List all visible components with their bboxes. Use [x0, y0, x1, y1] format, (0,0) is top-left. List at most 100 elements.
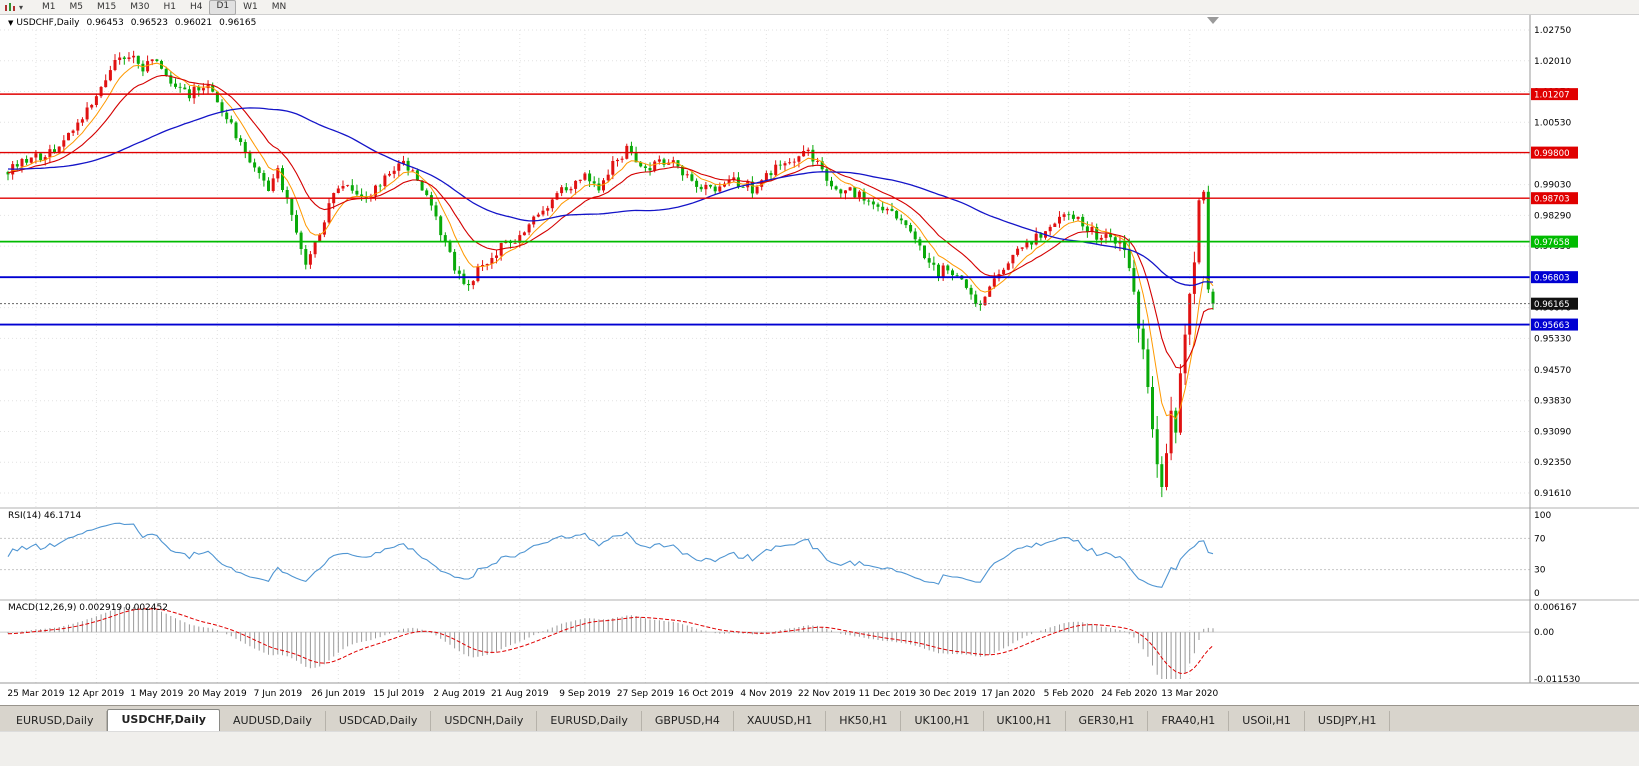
price-tag-label: 0.96165 — [1534, 300, 1570, 310]
candle-body — [853, 187, 857, 198]
candle-body — [411, 170, 415, 172]
date-axis-label: 24 Feb 2020 — [1101, 689, 1157, 699]
candle-body — [732, 177, 736, 180]
candle-body — [481, 265, 485, 267]
candle-body — [690, 174, 694, 181]
chart-tab-hk50-h1[interactable]: HK50,H1 — [826, 711, 902, 731]
timeframe-button-m15[interactable]: M15 — [97, 1, 117, 12]
candle-body — [797, 156, 801, 162]
candle-body — [736, 177, 740, 187]
price-tag — [1531, 146, 1578, 159]
candle-body — [629, 145, 633, 153]
price-tag-label: 0.96803 — [1534, 274, 1570, 284]
candle-body — [127, 57, 131, 59]
candle-body — [574, 180, 578, 189]
price-axis-label: 0.95330 — [1534, 334, 1571, 344]
date-axis-label: 16 Oct 2019 — [678, 689, 734, 699]
chart-tab-usdcnh-daily[interactable]: USDCNH,Daily — [431, 711, 538, 731]
candle-body — [234, 122, 238, 139]
chart-type-dropdown-icon[interactable]: ▾ — [19, 2, 24, 12]
candle-body — [518, 235, 522, 243]
timeframe-button-m5[interactable]: M5 — [69, 1, 84, 12]
rsi-axis-label: 70 — [1534, 534, 1546, 544]
chart-tab-ger30-h1[interactable]: GER30,H1 — [1066, 711, 1149, 731]
date-axis-label: 1 May 2019 — [130, 689, 183, 699]
macd-histogram — [7, 607, 1214, 679]
candle-body — [718, 186, 722, 192]
timeframe-button-d1[interactable]: D1 — [209, 0, 237, 15]
candle-body — [695, 180, 699, 187]
candle-body — [94, 96, 98, 105]
candle-body — [192, 86, 196, 99]
candle-body — [122, 57, 126, 59]
candle-body — [248, 152, 252, 163]
chart-tab-audusd-daily[interactable]: AUDUSD,Daily — [220, 711, 326, 731]
price-tag — [1531, 192, 1578, 205]
chart-tab-eurusd-daily[interactable]: EURUSD,Daily — [537, 711, 642, 731]
chart-tab-usoil-h1[interactable]: USOil,H1 — [1229, 711, 1305, 731]
candle-body — [806, 149, 810, 151]
timeframe-button-mn[interactable]: MN — [271, 1, 287, 12]
timeframe-button-h4[interactable]: H4 — [189, 1, 203, 12]
candle-body — [360, 194, 364, 197]
candle-body — [262, 173, 266, 181]
candle-body — [1048, 226, 1052, 232]
candle-body — [439, 216, 443, 236]
chart-tab-usdcad-daily[interactable]: USDCAD,Daily — [326, 711, 432, 731]
timeframe-button-w1[interactable]: W1 — [243, 1, 258, 12]
chart-tab-fra40-h1[interactable]: FRA40,H1 — [1148, 711, 1230, 731]
candle-body — [267, 180, 270, 191]
chart-tab-xauusd-h1[interactable]: XAUUSD,H1 — [734, 711, 827, 731]
chart-type-icon[interactable] — [4, 2, 17, 13]
ma-mid-line — [7, 75, 1214, 369]
candle-body — [383, 175, 387, 186]
candle-body — [434, 205, 438, 217]
rsi-axis-label: 100 — [1534, 511, 1551, 521]
chart-tab-eurusd-daily[interactable]: EURUSD,Daily — [3, 711, 108, 731]
candle-body — [313, 242, 317, 255]
candle-body — [760, 180, 764, 187]
candle-body — [536, 214, 540, 217]
rsi-axis-label: 30 — [1534, 566, 1546, 576]
candle-body — [1188, 293, 1192, 335]
candle-body — [62, 140, 66, 147]
date-axis-label: 11 Dec 2019 — [859, 689, 917, 699]
timeframe-button-m1[interactable]: M1 — [42, 1, 56, 12]
candle-body — [1202, 191, 1206, 201]
candle-body — [885, 208, 889, 211]
candle-body — [1053, 223, 1057, 227]
candle-body — [378, 185, 382, 187]
candle-body — [276, 168, 280, 179]
price-axis-label: 0.94570 — [1534, 366, 1571, 376]
date-axis-label: 4 Nov 2019 — [740, 689, 792, 699]
candle-body — [830, 180, 833, 187]
candle-body — [704, 184, 708, 190]
candle-body — [583, 173, 587, 180]
candle-body — [755, 186, 759, 194]
candle-body — [420, 180, 424, 191]
chart-tab-uk100-h1[interactable]: UK100,H1 — [984, 711, 1066, 731]
candle-body — [485, 264, 489, 265]
candle-body — [327, 203, 331, 223]
candle-body — [555, 193, 559, 200]
candle-body — [895, 210, 899, 219]
candle-body — [657, 159, 661, 162]
candle-body — [71, 130, 75, 133]
candle-body — [569, 188, 573, 191]
date-axis-label: 9 Sep 2019 — [559, 689, 611, 699]
chart-tab-gbpusd-h4[interactable]: GBPUSD,H4 — [642, 711, 734, 731]
timeframe-button-m30[interactable]: M30 — [130, 1, 150, 12]
candle-body — [685, 174, 689, 176]
price-tag — [1531, 88, 1578, 101]
chart-tab-usdchf-daily[interactable]: USDCHF,Daily — [107, 709, 220, 731]
candle-body — [1160, 464, 1164, 487]
candle-body — [681, 166, 685, 176]
price-chart-canvas[interactable]: 1.027501.020101.012701.005300.997700.990… — [0, 15, 1639, 705]
chart-shift-marker[interactable] — [1207, 17, 1219, 24]
candle-body — [876, 204, 880, 207]
candle-body — [104, 80, 108, 88]
chart-tab-usdjpy-h1[interactable]: USDJPY,H1 — [1305, 711, 1391, 731]
chart-tab-uk100-h1[interactable]: UK100,H1 — [901, 711, 984, 731]
timeframe-button-h1[interactable]: H1 — [163, 1, 176, 12]
candle-body — [671, 160, 675, 163]
